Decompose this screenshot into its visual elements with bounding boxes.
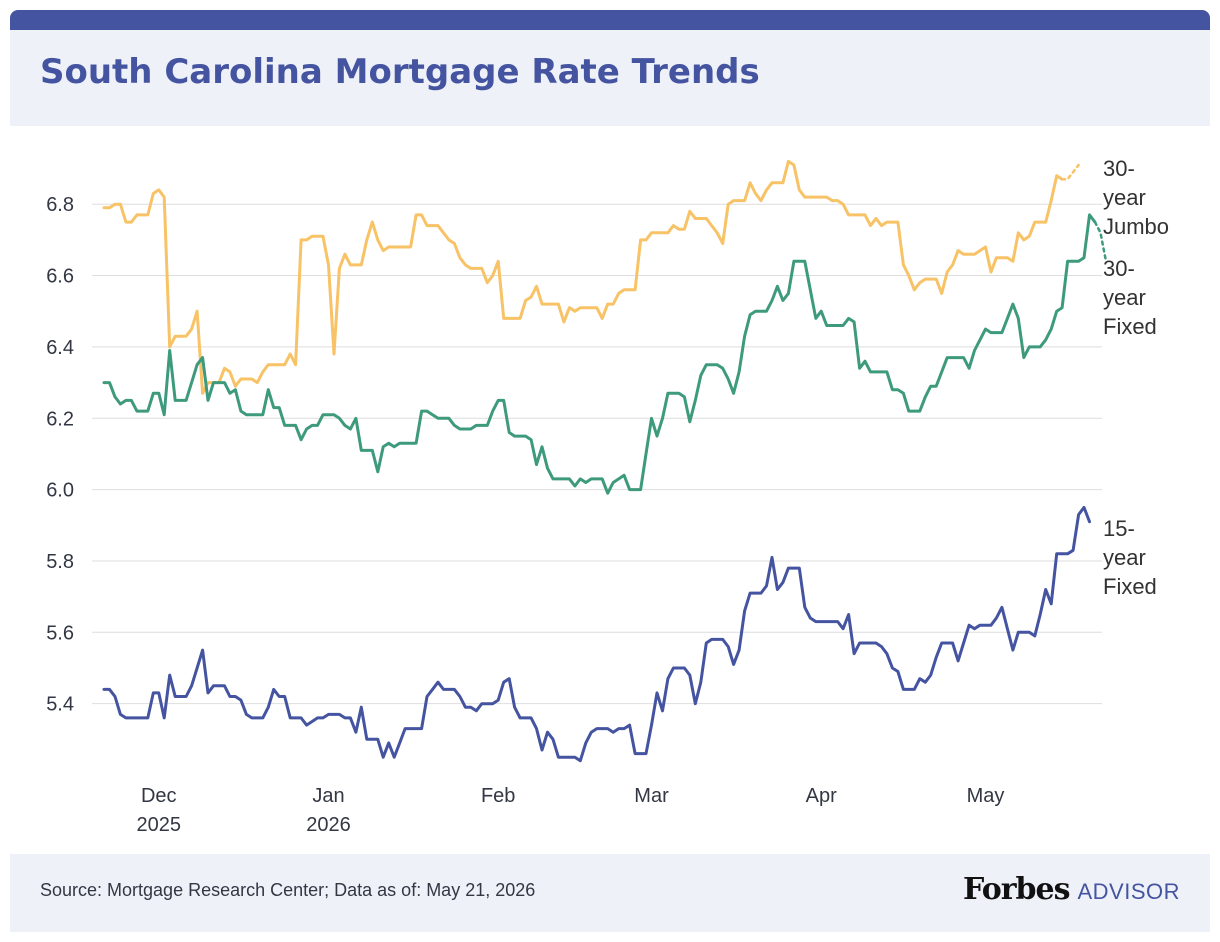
x-tick-label: 2026 bbox=[306, 814, 351, 836]
grid-lines bbox=[92, 203, 1102, 705]
logo-forbes-text: Forbes bbox=[963, 872, 1070, 907]
y-tick-label: 6.8 bbox=[46, 194, 74, 216]
series-label: year bbox=[1103, 285, 1146, 310]
top-accent-bar bbox=[10, 10, 1210, 32]
series-line bbox=[102, 159, 1064, 395]
series-label: year bbox=[1103, 545, 1146, 570]
x-tick-label: Jan bbox=[312, 785, 344, 807]
series-line-projection bbox=[1060, 163, 1080, 181]
forbes-advisor-logo: Forbes ADVISOR bbox=[963, 872, 1180, 907]
y-tick-label: 6.2 bbox=[46, 408, 74, 430]
series-lines bbox=[102, 159, 1108, 763]
y-axis: 5.4 5.6 5.8 6.0 6.2 6.4 6.6 6.8 bbox=[46, 194, 74, 715]
series-line bbox=[102, 505, 1091, 763]
series-label: 15- bbox=[1103, 516, 1135, 541]
series-label: 30- bbox=[1103, 156, 1135, 181]
x-tick-label: Mar bbox=[634, 785, 669, 807]
y-tick-label: 6.4 bbox=[46, 337, 74, 359]
x-tick-label: 2025 bbox=[137, 814, 182, 836]
chart-title: South Carolina Mortgage Rate Trends bbox=[40, 52, 760, 92]
y-tick-label: 5.4 bbox=[46, 694, 74, 716]
y-tick-label: 6.6 bbox=[46, 266, 74, 288]
line-chart: 5.4 5.6 5.8 6.0 6.2 6.4 6.6 6.8 Dec 2025 Jan 2026 F… bbox=[46, 156, 1169, 836]
series-label: year bbox=[1103, 185, 1146, 210]
y-tick-label: 5.8 bbox=[46, 551, 74, 573]
x-axis: Dec 2025 Jan 2026 Feb Mar Apr May bbox=[137, 785, 1005, 836]
source-note: Source: Mortgage Research Center; Data a… bbox=[40, 880, 536, 900]
logo-advisor-text: ADVISOR bbox=[1077, 879, 1180, 904]
x-tick-label: May bbox=[967, 785, 1005, 807]
x-tick-label: Dec bbox=[141, 785, 177, 807]
series-label: Jumbo bbox=[1103, 214, 1169, 239]
series-line-projection bbox=[1093, 220, 1108, 263]
series-label: Fixed bbox=[1103, 314, 1157, 339]
series-label: Fixed bbox=[1103, 574, 1157, 599]
series-line bbox=[102, 213, 1097, 495]
series-labels: 30- year Jumbo 30- year Fixed 15- year Fixed bbox=[1103, 156, 1169, 599]
x-tick-label: Feb bbox=[481, 785, 515, 807]
chart-footer: Source: Mortgage Research Center; Data a… bbox=[10, 854, 1210, 932]
chart-header: South Carolina Mortgage Rate Trends bbox=[10, 30, 1210, 126]
y-tick-label: 6.0 bbox=[46, 480, 74, 502]
series-label: 30- bbox=[1103, 256, 1135, 281]
x-tick-label: Apr bbox=[806, 785, 837, 807]
y-tick-label: 5.6 bbox=[46, 622, 74, 644]
